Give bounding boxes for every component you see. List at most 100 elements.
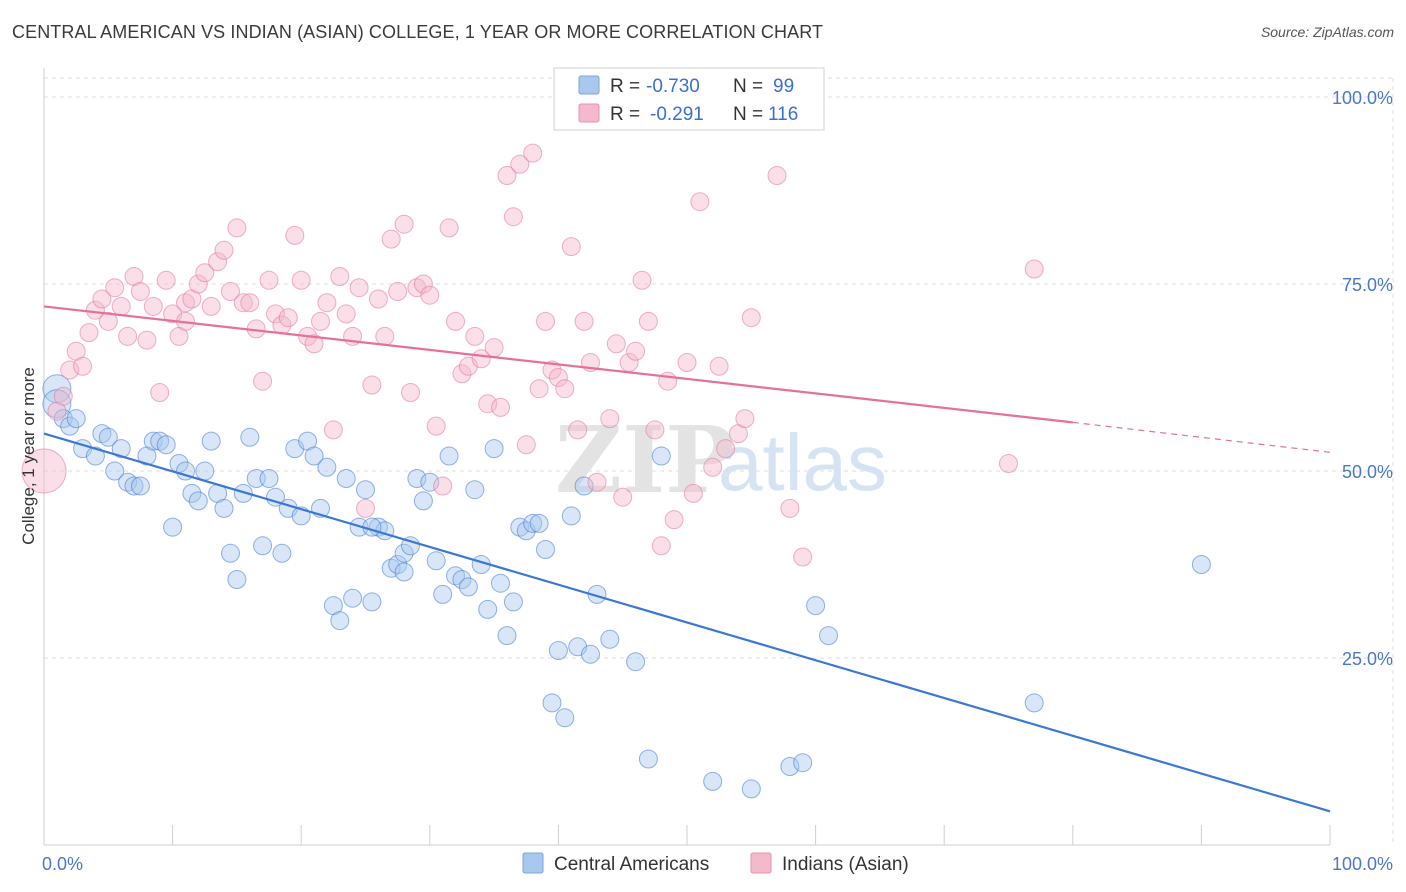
point-indians-asian-97 [677, 353, 697, 372]
point-indians-asian-16 [143, 296, 163, 316]
point-central-americans-74 [523, 513, 543, 533]
point-central-americans-90 [741, 779, 761, 799]
point-central-americans-70 [497, 626, 517, 646]
point-indians-asian-104 [735, 409, 755, 429]
point-indians-asian-29 [227, 218, 247, 238]
point-central-americans-61 [439, 446, 459, 466]
point-indians-asian-3 [60, 360, 80, 380]
point-central-americans-7 [92, 424, 112, 444]
point-indians-asian-31 [240, 293, 260, 313]
tick-labels: 25.0% 50.0% 75.0% 100.0% 0.0% 100.0% [42, 88, 1393, 874]
point-central-americans-55 [401, 536, 420, 556]
legend-n-value-pink: 116 [768, 104, 798, 125]
point-central-americans-17 [156, 435, 176, 455]
point-indians-asian-30 [233, 293, 253, 313]
point-central-americans-22 [188, 491, 208, 511]
point-indians-asian-93 [645, 420, 665, 440]
point-indians-asian-49 [356, 498, 375, 518]
y-tick-label-2: 75.0% [1342, 275, 1393, 295]
watermark: ZIP atlas [555, 406, 887, 514]
point-central-americans-63 [452, 570, 472, 589]
point-central-americans-53 [388, 555, 408, 574]
point-indians-asian-80 [555, 379, 575, 399]
point-central-americans-86 [638, 749, 658, 769]
point-indians-asian-95 [658, 371, 678, 391]
point-indians-asian-96 [664, 510, 684, 530]
point-indians-asian-66 [465, 326, 485, 346]
point-central-americans-18 [163, 517, 183, 537]
axes [43, 68, 1331, 846]
point-central-americans-26 [214, 498, 234, 518]
point-indians-asian-2 [53, 386, 73, 406]
series-central-americans [42, 374, 1211, 799]
legend-r-label-pink: R = [610, 104, 640, 125]
bottom-legend: Central Americans Indians (Asian) [522, 852, 909, 875]
point-central-americans-64 [458, 577, 478, 597]
point-indians-asian-98 [683, 483, 703, 503]
point-indians-asian-52 [375, 326, 395, 346]
point-central-americans-79 [555, 708, 575, 728]
point-indians-asian-86 [600, 409, 620, 429]
y-tick-label-0: 25.0% [1342, 649, 1393, 669]
point-central-americans-91 [780, 757, 800, 776]
point-indians-asian-8 [92, 289, 112, 309]
point-central-americans-58 [420, 472, 440, 492]
point-indians-asian-43 [317, 293, 337, 313]
point-central-americans-87 [626, 652, 646, 672]
point-central-americans-40 [304, 446, 324, 466]
point-indians-asian-68 [478, 394, 498, 414]
point-indians-asian-90 [626, 341, 646, 361]
point-indians-asian-88 [613, 487, 633, 507]
x-tick-label-0: 0.0% [42, 854, 83, 874]
source-label: Source: ZipAtlas.com [1260, 24, 1394, 40]
point-indians-asian-48 [349, 278, 369, 298]
point-indians-asian-70 [491, 397, 510, 417]
trend-lines [43, 305, 1331, 813]
bottom-legend-swatch-blue [522, 852, 544, 874]
point-indians-asian-76 [529, 379, 549, 399]
point-indians-asian-100 [703, 457, 723, 477]
point-indians-asian-92 [638, 311, 658, 331]
point-indians-asian-44 [323, 420, 343, 440]
point-indians-asian-18 [156, 270, 176, 290]
trend-line-indians-asian-extension [1072, 421, 1331, 453]
point-indians-asian-83 [574, 311, 594, 331]
point-central-americans-60 [433, 584, 453, 604]
point-central-americans-2 [53, 409, 73, 429]
point-indians-asian-107 [780, 498, 800, 518]
point-indians-asian-62 [439, 218, 459, 238]
point-indians-asian-46 [336, 304, 356, 324]
point-central-americans-69 [491, 573, 510, 593]
point-central-americans-59 [426, 551, 446, 571]
point-central-americans-75 [529, 513, 549, 533]
point-indians-asian-64 [452, 364, 472, 384]
point-indians-asian-72 [503, 207, 523, 227]
point-indians-asian-58 [413, 274, 433, 294]
legend-r-label-blue: R = [610, 76, 640, 97]
point-indians-asian-106 [767, 166, 787, 185]
point-central-americans-23 [195, 461, 215, 481]
point-indians-asian-25 [201, 296, 221, 316]
point-central-americans-72 [510, 517, 530, 537]
legend-r-value-pink: -0.291 [650, 104, 704, 125]
point-central-americans-78 [548, 641, 568, 660]
legend-swatch-blue [578, 75, 600, 95]
point-indians-asian-42 [311, 311, 330, 331]
point-central-americans-35 [272, 543, 292, 563]
point-indians-asian-79 [548, 368, 568, 387]
point-central-americans-13 [130, 476, 150, 496]
point-central-americans-6 [85, 446, 105, 466]
point-central-americans-33 [259, 469, 279, 488]
point-indians-asian-12 [118, 326, 138, 346]
point-indians-asian-82 [568, 420, 588, 440]
point-central-americans-21 [182, 483, 202, 503]
point-central-americans-93 [806, 596, 826, 616]
point-central-americans-49 [362, 592, 382, 612]
point-indians-asian-28 [221, 282, 240, 301]
point-central-americans-9 [105, 461, 125, 481]
y-tick-label-1: 50.0% [1342, 462, 1393, 482]
point-indians-asian-15 [137, 330, 157, 350]
point-central-americans-30 [240, 427, 260, 447]
point-indians-asian-101 [709, 356, 729, 376]
